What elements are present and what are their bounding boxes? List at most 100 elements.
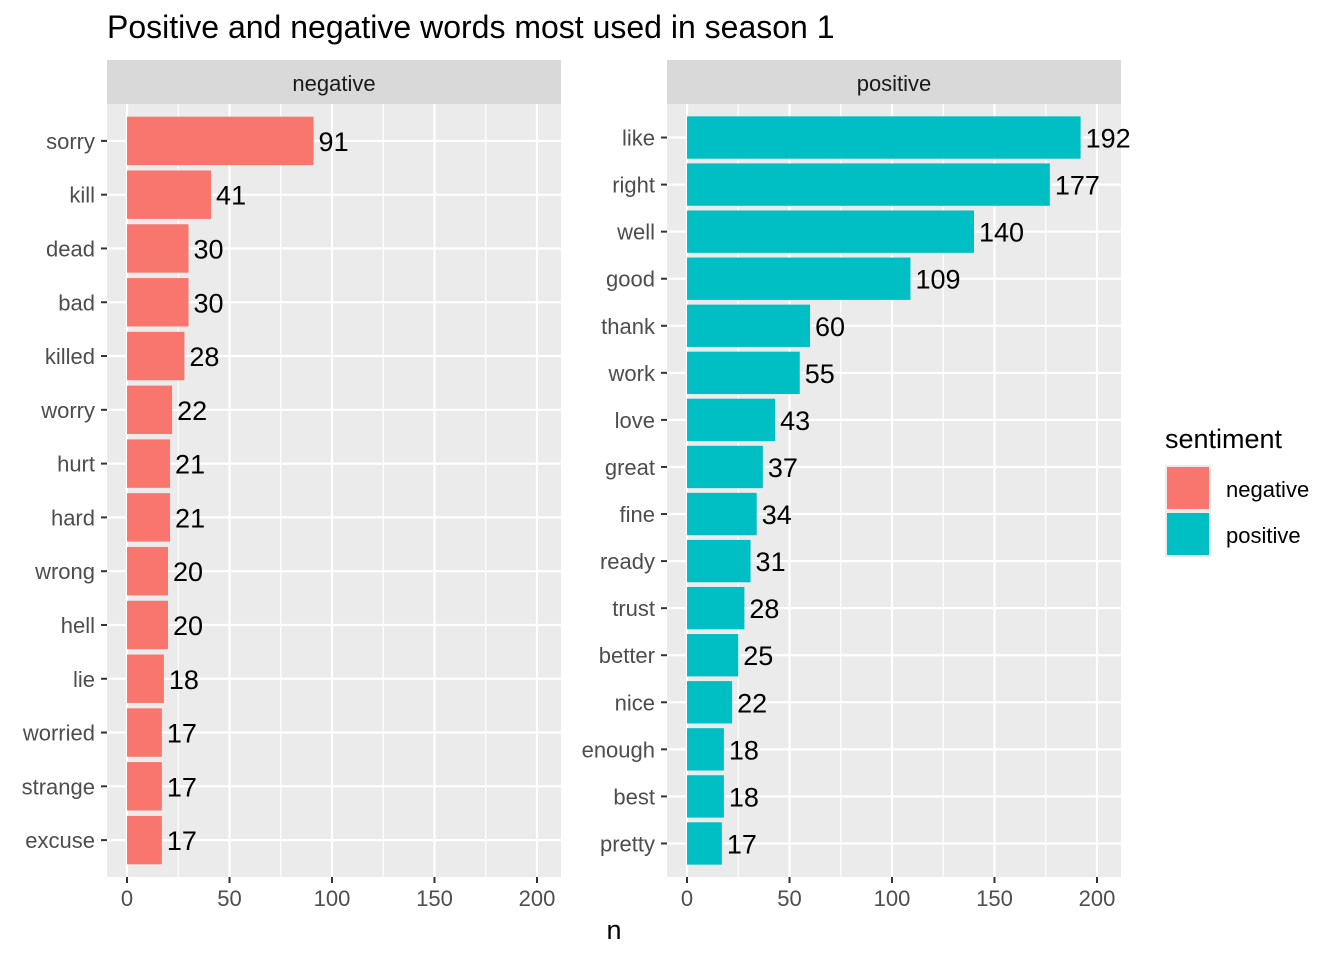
data-label: 22 bbox=[737, 688, 767, 718]
bar bbox=[127, 654, 164, 703]
data-label: 177 bbox=[1055, 171, 1100, 201]
y-tick-label: right bbox=[612, 173, 655, 198]
y-tick-label: best bbox=[613, 784, 655, 809]
bar bbox=[687, 445, 763, 489]
bar bbox=[127, 331, 185, 381]
data-label: 21 bbox=[175, 503, 205, 533]
data-label: 18 bbox=[729, 782, 759, 812]
x-tick-label: 200 bbox=[1079, 886, 1116, 911]
bar bbox=[687, 398, 776, 442]
y-tick-label: ready bbox=[600, 549, 655, 574]
bar bbox=[687, 163, 1050, 206]
y-tick-label: lie bbox=[73, 667, 95, 692]
x-tick-label: 150 bbox=[416, 886, 453, 911]
y-tick-label: killed bbox=[45, 344, 95, 369]
bar bbox=[127, 546, 168, 596]
bar bbox=[687, 492, 757, 536]
data-label: 192 bbox=[1086, 124, 1131, 154]
data-label: 17 bbox=[727, 829, 757, 859]
bar bbox=[687, 586, 745, 630]
data-label: 60 bbox=[815, 312, 845, 342]
y-tick-label: worried bbox=[22, 721, 95, 746]
data-label: 30 bbox=[194, 234, 224, 264]
data-label: 21 bbox=[175, 450, 205, 480]
data-label: 31 bbox=[756, 547, 786, 577]
legend-label-negative: negative bbox=[1226, 477, 1309, 502]
y-tick-label: hard bbox=[51, 505, 95, 530]
panel-positive: positive 0 50 100 150 200 like 192 right 177 well 1… bbox=[582, 60, 1131, 911]
bar bbox=[127, 493, 171, 542]
y-tick-label: pretty bbox=[600, 831, 655, 856]
bar bbox=[127, 170, 212, 219]
x-axis-title: n bbox=[606, 915, 621, 945]
bar bbox=[127, 224, 189, 273]
bar bbox=[687, 634, 739, 677]
x-tick-label: 50 bbox=[217, 886, 241, 911]
data-label: 34 bbox=[762, 500, 792, 530]
data-label: 55 bbox=[805, 359, 835, 389]
y-tick-label: dead bbox=[46, 236, 95, 261]
bar bbox=[687, 539, 751, 583]
bar bbox=[127, 600, 168, 650]
bar bbox=[687, 304, 810, 347]
y-tick-label: well bbox=[616, 220, 655, 245]
legend-swatch-negative bbox=[1167, 467, 1209, 509]
bar bbox=[687, 681, 733, 724]
facet-strip bbox=[667, 60, 1121, 104]
y-tick-label: love bbox=[615, 408, 655, 433]
y-tick-label: hurt bbox=[57, 452, 95, 477]
y-tick-label: fine bbox=[620, 502, 655, 527]
bar bbox=[687, 116, 1081, 159]
legend-title: sentiment bbox=[1165, 424, 1283, 454]
panel-negative: negative 0 50 100 150 200 sorry 91 kill 41 dead 30 b… bbox=[22, 60, 561, 911]
data-label: 18 bbox=[729, 735, 759, 765]
y-tick-label: sorry bbox=[46, 129, 95, 154]
x-tick-label: 50 bbox=[777, 886, 801, 911]
y-tick-label: worry bbox=[40, 398, 95, 423]
legend-label-positive: positive bbox=[1226, 523, 1301, 548]
x-tick-label: 100 bbox=[314, 886, 351, 911]
panel-background bbox=[107, 104, 561, 877]
facet-strip-label: positive bbox=[857, 71, 932, 96]
y-tick-label: better bbox=[599, 643, 655, 668]
y-tick-label: good bbox=[606, 267, 655, 292]
facet-strip-label: negative bbox=[292, 71, 375, 96]
x-tick-label: 100 bbox=[874, 886, 911, 911]
data-label: 17 bbox=[167, 772, 197, 802]
bar bbox=[687, 210, 974, 253]
data-label: 20 bbox=[173, 611, 203, 641]
y-tick-label: strange bbox=[22, 774, 95, 799]
bar bbox=[127, 116, 314, 166]
x-tick-label: 200 bbox=[519, 886, 556, 911]
data-label: 41 bbox=[216, 181, 246, 211]
bar bbox=[127, 385, 173, 435]
y-tick-label: work bbox=[608, 361, 656, 386]
data-label: 25 bbox=[743, 641, 773, 671]
y-tick-label: enough bbox=[582, 737, 655, 762]
bar bbox=[687, 257, 911, 300]
bar bbox=[127, 815, 162, 865]
legend-swatch-positive bbox=[1167, 513, 1209, 555]
y-tick-label: hell bbox=[61, 613, 95, 638]
legend: sentiment negative positive bbox=[1165, 424, 1309, 557]
facet-strip bbox=[107, 60, 561, 104]
bar bbox=[127, 439, 171, 488]
data-label: 140 bbox=[979, 218, 1024, 248]
y-tick-label: great bbox=[605, 455, 655, 480]
x-tick-label: 0 bbox=[121, 886, 133, 911]
data-label: 18 bbox=[169, 665, 199, 695]
data-label: 28 bbox=[749, 594, 779, 624]
bar bbox=[687, 775, 724, 818]
bar bbox=[687, 822, 722, 865]
data-label: 37 bbox=[768, 453, 798, 483]
y-tick-label: thank bbox=[601, 314, 656, 339]
data-label: 17 bbox=[167, 719, 197, 749]
data-label: 22 bbox=[177, 396, 207, 426]
data-label: 17 bbox=[167, 826, 197, 856]
x-tick-label: 0 bbox=[681, 886, 693, 911]
data-label: 109 bbox=[915, 265, 960, 295]
bar bbox=[127, 278, 189, 327]
data-label: 20 bbox=[173, 557, 203, 587]
y-tick-label: wrong bbox=[34, 559, 95, 584]
